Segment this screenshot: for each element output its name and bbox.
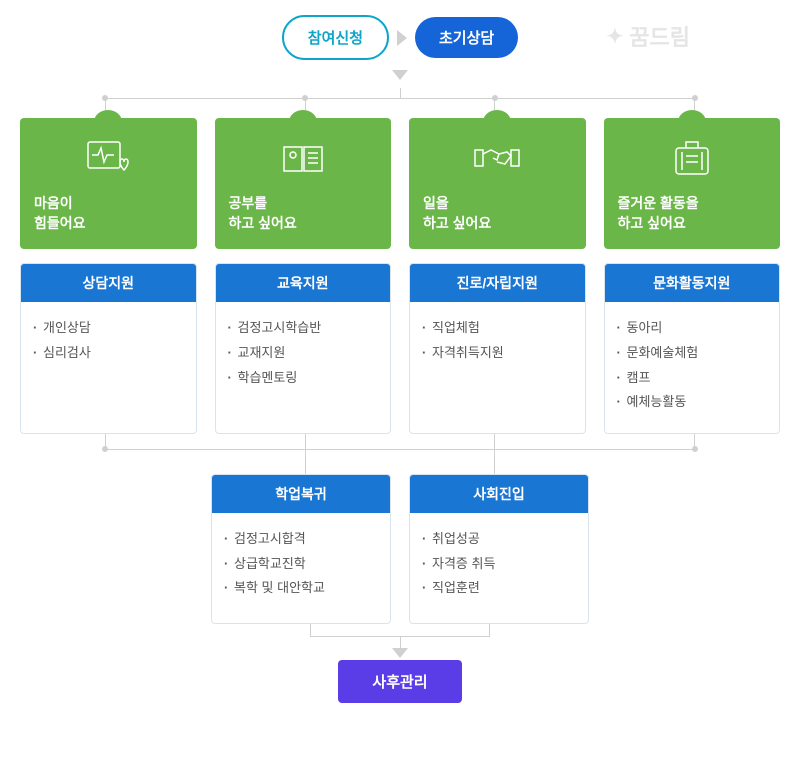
support-list: 개인상담 심리검사 <box>21 302 196 412</box>
handshake-icon <box>423 136 572 180</box>
support-box-counseling: 상담지원 개인상담 심리검사 <box>20 263 197 434</box>
book-icon <box>229 136 378 180</box>
support-box-education: 교육지원 검정고시학습반 교재지원 학습멘토링 <box>215 263 392 434</box>
arrow-down-1 <box>10 70 790 80</box>
outcome-list: 취업성공 자격증 취득 직업훈련 <box>410 513 588 623</box>
suitcase-icon <box>618 136 767 180</box>
support-list: 검정고시학습반 교재지원 학습멘토링 <box>216 302 391 412</box>
list-item: 캠프 <box>617 366 768 391</box>
list-item: 취업성공 <box>422 527 576 552</box>
heart-monitor-icon <box>34 136 183 180</box>
support-list: 동아리 문화예술체험 캠프 예체능활동 <box>605 302 780 433</box>
star-icon: ✦ <box>607 24 624 49</box>
list-item: 자격취득지원 <box>422 341 573 366</box>
logo: ✦ 꿈드림 <box>607 20 691 52</box>
list-item: 검정고시합격 <box>224 527 378 552</box>
category-title: 공부를하고 싶어요 <box>229 194 378 233</box>
outcome-header: 학업복귀 <box>212 475 390 513</box>
outcome-box-academic: 학업복귀 검정고시합격 상급학교진학 복학 및 대안학교 <box>211 474 391 624</box>
category-title: 마음이힘들어요 <box>34 194 183 233</box>
logo-text: 꿈드림 <box>629 20 690 52</box>
list-item: 상급학교진학 <box>224 552 378 577</box>
list-item: 문화예술체험 <box>617 341 768 366</box>
connector-bottom <box>10 624 790 660</box>
support-header: 교육지원 <box>216 264 391 302</box>
list-item: 심리검사 <box>33 341 184 366</box>
support-row: 상담지원 개인상담 심리검사 교육지원 검정고시학습반 교재지원 학습멘토링 진… <box>10 263 790 434</box>
connector-mid <box>30 434 770 474</box>
outcome-list: 검정고시합격 상급학교진학 복학 및 대안학교 <box>212 513 390 623</box>
outcome-row: 학업복귀 검정고시합격 상급학교진학 복학 및 대안학교 사회진입 취업성공 자… <box>10 474 790 624</box>
followup-button: 사후관리 <box>338 660 461 703</box>
category-card-mind: 마음이힘들어요 <box>20 118 197 249</box>
top-row: 참여신청 초기상담 ✦ 꿈드림 <box>10 15 790 60</box>
arrow-down-icon <box>392 648 408 658</box>
list-item: 자격증 취득 <box>422 552 576 577</box>
list-item: 교재지원 <box>228 341 379 366</box>
arrow-right-icon <box>397 30 407 46</box>
list-item: 동아리 <box>617 316 768 341</box>
support-box-career: 진로/자립지원 직업체험 자격취득지원 <box>409 263 586 434</box>
category-card-study: 공부를하고 싶어요 <box>215 118 392 249</box>
list-item: 복학 및 대안학교 <box>224 576 378 601</box>
category-card-work: 일을하고 싶어요 <box>409 118 586 249</box>
category-title: 즐거운 활동을하고 싶어요 <box>618 194 767 233</box>
list-item: 예체능활동 <box>617 390 768 415</box>
support-list: 직업체험 자격취득지원 <box>410 302 585 412</box>
support-header: 상담지원 <box>21 264 196 302</box>
support-box-culture: 문화활동지원 동아리 문화예술체험 캠프 예체능활동 <box>604 263 781 434</box>
support-header: 문화활동지원 <box>605 264 780 302</box>
apply-pill: 참여신청 <box>282 15 389 60</box>
category-card-activity: 즐거운 활동을하고 싶어요 <box>604 118 781 249</box>
support-header: 진로/자립지원 <box>410 264 585 302</box>
consult-pill: 초기상담 <box>415 17 518 58</box>
category-title: 일을하고 싶어요 <box>423 194 572 233</box>
category-cards-row: 마음이힘들어요 공부를하고 싶어요 일을하고 싶어요 <box>10 118 790 249</box>
bottom-row: 사후관리 <box>10 660 790 703</box>
list-item: 검정고시학습반 <box>228 316 379 341</box>
list-item: 학습멘토링 <box>228 366 379 391</box>
list-item: 개인상담 <box>33 316 184 341</box>
list-item: 직업훈련 <box>422 576 576 601</box>
outcome-header: 사회진입 <box>410 475 588 513</box>
list-item: 직업체험 <box>422 316 573 341</box>
outcome-box-social: 사회진입 취업성공 자격증 취득 직업훈련 <box>409 474 589 624</box>
flowchart-container: 참여신청 초기상담 ✦ 꿈드림 마음이힘들어요 공부 <box>0 0 800 784</box>
connector-top <box>30 88 770 118</box>
